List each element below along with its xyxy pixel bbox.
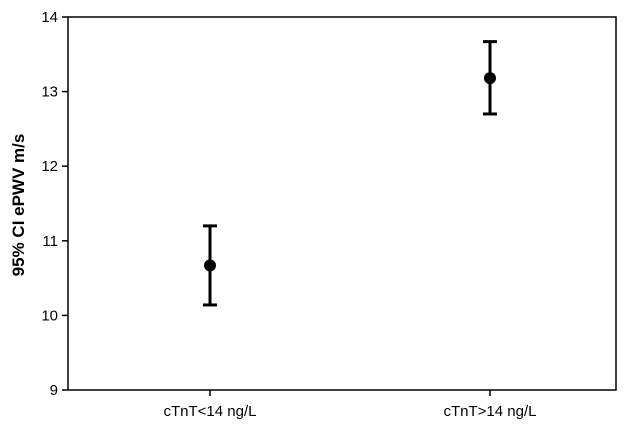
x-ticks: cTnT<14 ng/L cTnT>14 ng/L: [164, 390, 537, 420]
x-tick-label: cTnT<14 ng/L: [164, 403, 257, 420]
mean-point: [484, 72, 496, 85]
mean-point: [204, 259, 216, 272]
y-tick-label: 11: [42, 233, 58, 250]
y-tick-label: 9: [50, 382, 58, 399]
data-marks: [203, 40, 497, 307]
y-axis-title: 95% CI ePWV m/s: [9, 134, 28, 277]
y-tick-label: 14: [41, 9, 58, 26]
y-tick-label: 13: [41, 84, 58, 101]
y-ticks: 9 10 11 12 13 14: [41, 9, 68, 399]
x-tick-label: cTnT>14 ng/L: [444, 403, 537, 420]
y-tick-label: 12: [41, 158, 58, 175]
axes: [67, 16, 617, 391]
y-tick-label: 10: [41, 307, 58, 324]
plot-frame: [67, 16, 617, 391]
